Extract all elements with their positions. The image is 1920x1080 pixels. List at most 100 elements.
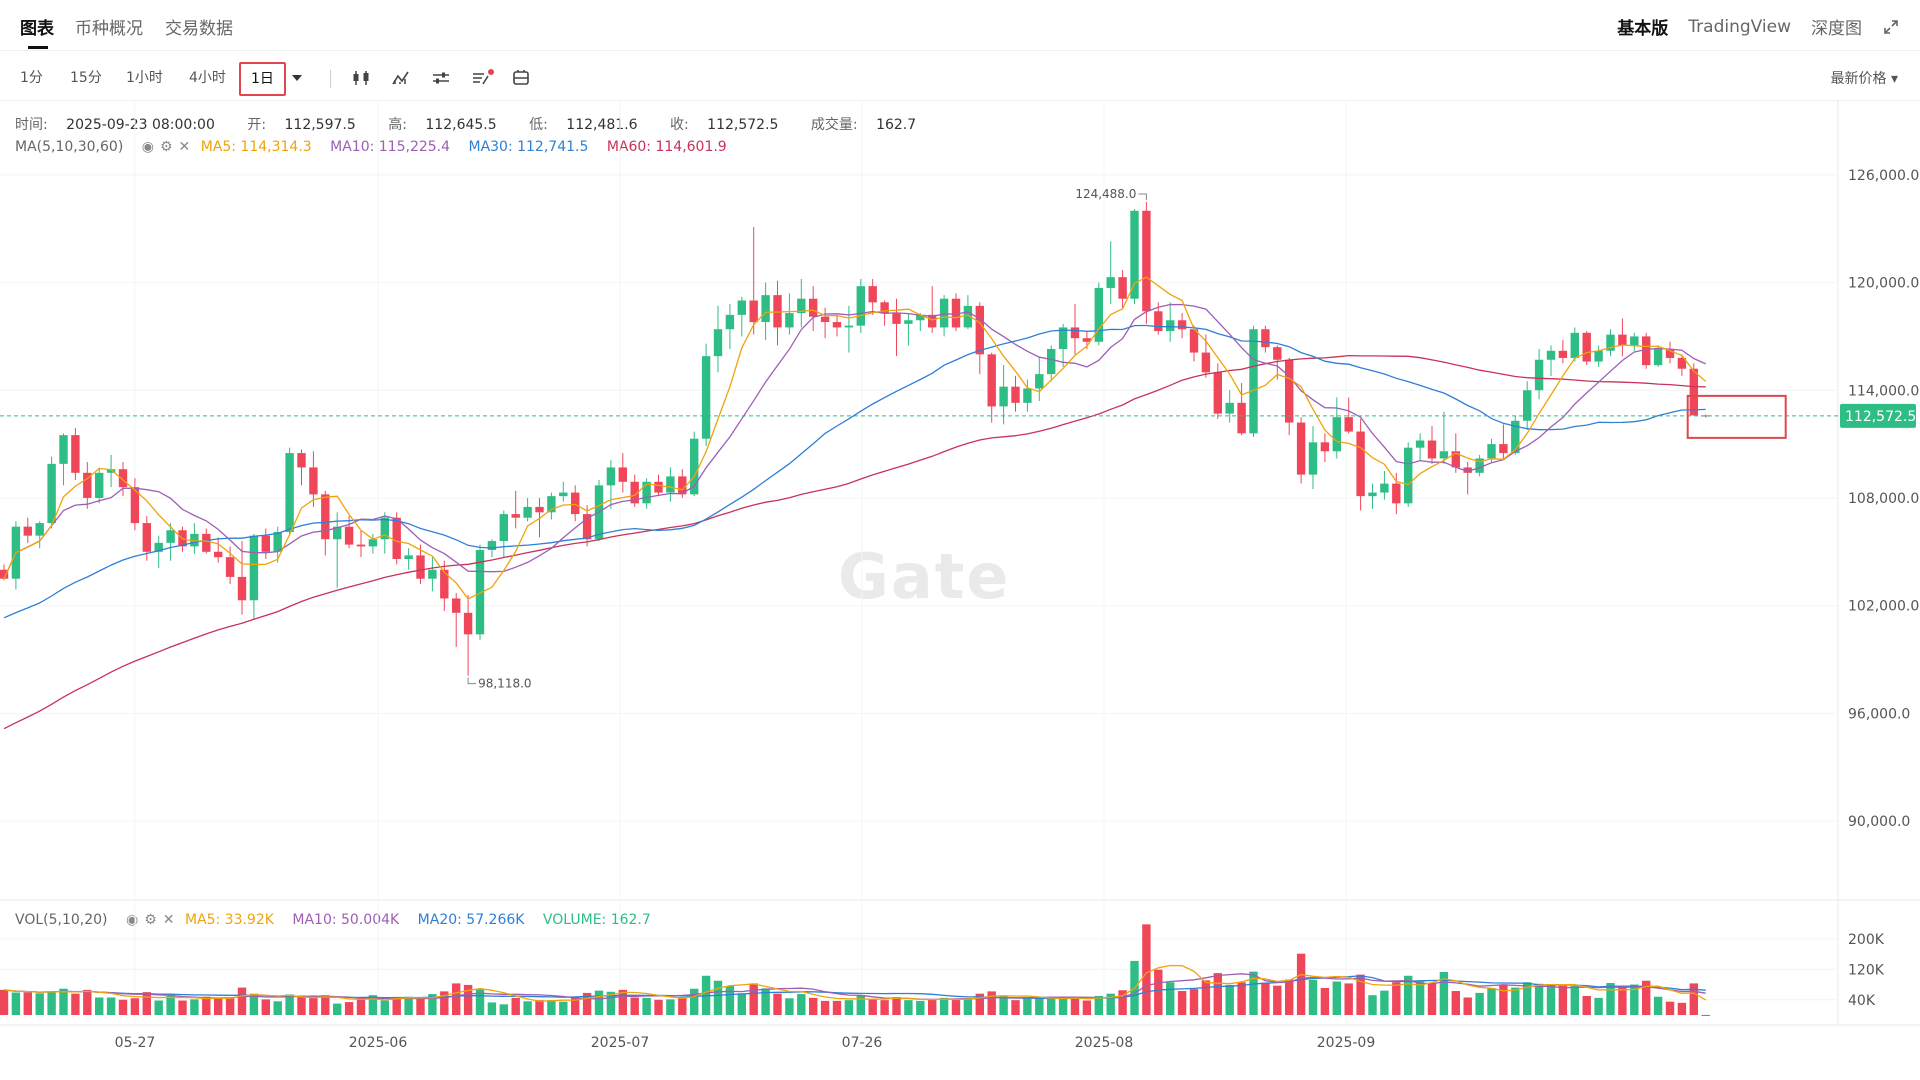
- volume-bar[interactable]: [535, 1000, 544, 1015]
- volume-bar[interactable]: [1225, 984, 1234, 1015]
- volume-bar[interactable]: [154, 1000, 163, 1015]
- candle-body[interactable]: [939, 298, 949, 328]
- volume-bar[interactable]: [1213, 973, 1222, 1015]
- candle-body[interactable]: [1249, 329, 1258, 434]
- volume-bar[interactable]: [1475, 992, 1484, 1015]
- candle-body[interactable]: [225, 557, 235, 577]
- interval-more-chevron-down-icon[interactable]: [290, 70, 308, 90]
- candle-body[interactable]: [0, 569, 9, 579]
- candle-body[interactable]: [273, 532, 282, 552]
- volume-bar[interactable]: [59, 988, 68, 1015]
- candle-body[interactable]: [1320, 442, 1330, 452]
- volume-bar[interactable]: [321, 995, 330, 1015]
- volume-bar[interactable]: [1511, 987, 1520, 1015]
- volume-bar[interactable]: [142, 992, 151, 1015]
- volume-bar[interactable]: [1249, 971, 1258, 1015]
- candle-body[interactable]: [773, 295, 782, 328]
- candle-body[interactable]: [142, 523, 151, 552]
- candle-body[interactable]: [475, 550, 485, 635]
- candle-body[interactable]: [106, 469, 116, 473]
- candle-body[interactable]: [1082, 338, 1092, 342]
- volume-bar[interactable]: [1594, 997, 1603, 1015]
- candle-body[interactable]: [1118, 277, 1127, 299]
- volume-bar[interactable]: [678, 997, 687, 1015]
- candle-body[interactable]: [1296, 422, 1306, 475]
- candle-body[interactable]: [47, 463, 56, 524]
- candle-body[interactable]: [118, 469, 128, 488]
- volume-bar[interactable]: [713, 980, 723, 1015]
- candle-body[interactable]: [416, 555, 425, 579]
- tab-basic-version[interactable]: 基本版: [1617, 19, 1669, 39]
- volume-bar[interactable]: [904, 1000, 913, 1015]
- indicator-icon[interactable]: [391, 68, 413, 88]
- candle-body[interactable]: [1677, 357, 1687, 369]
- volume-bar[interactable]: [951, 998, 961, 1015]
- volume-bar[interactable]: [1534, 983, 1544, 1015]
- candle-body[interactable]: [1534, 359, 1544, 391]
- volume-bar[interactable]: [1332, 981, 1341, 1015]
- candle-body[interactable]: [1201, 352, 1211, 373]
- close-icon[interactable]: ✕: [178, 139, 191, 155]
- volume-bar[interactable]: [523, 1001, 532, 1015]
- volume-bar[interactable]: [606, 991, 616, 1015]
- volume-bar[interactable]: [1404, 975, 1413, 1015]
- tab-depth-chart[interactable]: 深度图: [1811, 19, 1862, 39]
- candle-body[interactable]: [380, 517, 389, 540]
- volume-bar[interactable]: [463, 984, 473, 1015]
- candle-body[interactable]: [904, 320, 913, 324]
- candle-body[interactable]: [809, 298, 818, 317]
- volume-bar[interactable]: [939, 997, 949, 1015]
- volume-bar[interactable]: [1118, 990, 1127, 1015]
- candle-body[interactable]: [1594, 350, 1603, 362]
- volume-bar[interactable]: [1523, 982, 1532, 1015]
- candle-body[interactable]: [963, 305, 973, 328]
- volume-bar[interactable]: [1606, 983, 1615, 1015]
- candle-body[interactable]: [701, 356, 711, 439]
- candle-body[interactable]: [1142, 210, 1151, 312]
- volume-bar[interactable]: [106, 997, 116, 1015]
- interval-1m[interactable]: 1分: [20, 70, 43, 86]
- volume-bar[interactable]: [35, 993, 44, 1015]
- candle-body[interactable]: [428, 569, 437, 579]
- candle-body[interactable]: [368, 539, 378, 547]
- candle-body[interactable]: [868, 286, 877, 303]
- volume-bar[interactable]: [178, 1000, 187, 1015]
- volume-bar[interactable]: [261, 999, 270, 1015]
- volume-bar[interactable]: [428, 994, 437, 1015]
- volume-bar[interactable]: [809, 997, 818, 1015]
- candle-body[interactable]: [1487, 444, 1496, 459]
- candle-body[interactable]: [916, 314, 925, 321]
- volume-bar[interactable]: [630, 997, 639, 1015]
- volume-bar[interactable]: [71, 993, 80, 1015]
- candle-body[interactable]: [618, 467, 627, 482]
- candle-body[interactable]: [130, 487, 140, 524]
- candle-body[interactable]: [1285, 359, 1294, 423]
- candle-body[interactable]: [559, 492, 568, 497]
- volume-bar[interactable]: [344, 1002, 354, 1015]
- volume-bar[interactable]: [1261, 982, 1270, 1015]
- candle-body[interactable]: [1130, 210, 1139, 299]
- volume-bar[interactable]: [166, 995, 175, 1015]
- candle-body[interactable]: [1225, 402, 1234, 414]
- volume-bar[interactable]: [237, 987, 247, 1015]
- candle-body[interactable]: [1582, 332, 1591, 362]
- eye-icon[interactable]: ◉: [141, 139, 154, 155]
- vol-gear-icon[interactable]: ⚙: [144, 912, 157, 928]
- candle-body[interactable]: [749, 300, 758, 323]
- fullscreen-expand-icon[interactable]: [1882, 18, 1900, 36]
- candle-body[interactable]: [1463, 467, 1472, 473]
- volume-bar[interactable]: [1499, 984, 1508, 1015]
- candle-body[interactable]: [1023, 388, 1032, 403]
- settings-sliders-icon[interactable]: [431, 68, 453, 88]
- candle-body[interactable]: [1653, 348, 1663, 366]
- candle-body[interactable]: [1439, 451, 1449, 459]
- volume-bar[interactable]: [571, 997, 580, 1015]
- candle-body[interactable]: [1511, 420, 1520, 454]
- volume-bar[interactable]: [594, 990, 604, 1015]
- volume-bar[interactable]: [368, 995, 378, 1015]
- candle-body[interactable]: [297, 453, 306, 468]
- candle-body[interactable]: [1570, 332, 1579, 358]
- candle-body[interactable]: [309, 467, 318, 495]
- candle-body[interactable]: [1630, 336, 1639, 346]
- candle-body[interactable]: [1475, 458, 1484, 473]
